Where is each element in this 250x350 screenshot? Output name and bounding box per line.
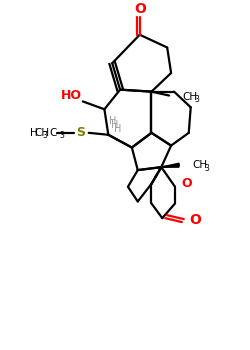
Text: O: O: [181, 177, 192, 190]
Text: H: H: [30, 128, 38, 138]
Text: CH: CH: [183, 92, 198, 102]
Text: C: C: [50, 128, 57, 138]
Text: H: H: [108, 116, 116, 126]
Text: 3: 3: [195, 95, 200, 104]
Polygon shape: [161, 163, 179, 167]
Text: S: S: [76, 126, 85, 139]
Text: 3: 3: [42, 131, 48, 140]
Text: HO: HO: [60, 89, 82, 102]
Text: CH: CH: [34, 128, 50, 138]
Text: O: O: [134, 2, 146, 16]
Text: 3: 3: [59, 131, 64, 140]
Text: H: H: [114, 124, 122, 134]
Text: O: O: [190, 213, 202, 227]
Text: H: H: [110, 120, 118, 130]
Text: CH: CH: [193, 160, 208, 170]
Text: 3: 3: [204, 164, 209, 173]
